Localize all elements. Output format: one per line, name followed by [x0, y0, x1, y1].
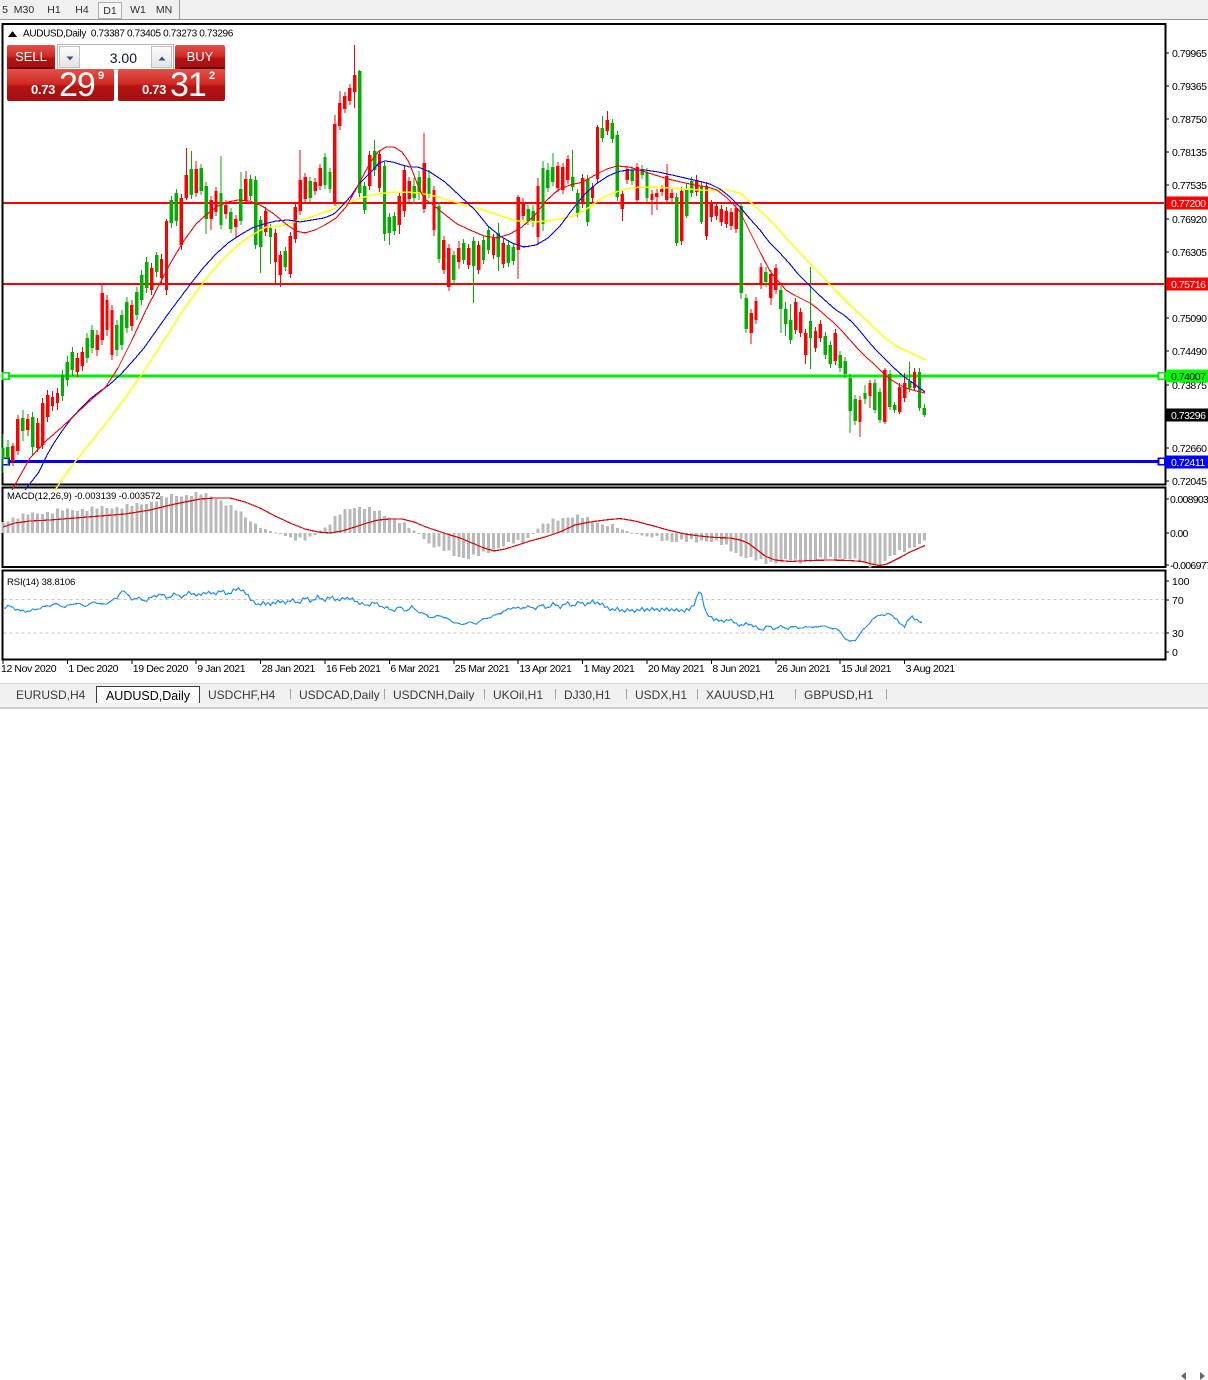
svg-text:16 Feb 2021: 16 Feb 2021	[326, 663, 381, 675]
svg-text:0.75090: 0.75090	[1172, 313, 1207, 325]
svg-text:0.75716: 0.75716	[1171, 279, 1206, 291]
svg-text:0.79965: 0.79965	[1172, 48, 1207, 60]
svg-text:RSI(14) 38.8106: RSI(14) 38.8106	[7, 577, 75, 588]
svg-text:1 Dec 2020: 1 Dec 2020	[68, 663, 118, 675]
svg-text:0.00: 0.00	[1170, 528, 1188, 540]
svg-text:13 Apr 2021: 13 Apr 2021	[519, 663, 572, 675]
svg-text:25 Mar 2021: 25 Mar 2021	[455, 663, 510, 675]
svg-text:0.77535: 0.77535	[1172, 180, 1207, 192]
svg-text:0.73296: 0.73296	[1171, 410, 1206, 422]
svg-text:100: 100	[1172, 576, 1190, 588]
svg-text:30: 30	[1172, 628, 1184, 640]
svg-text:0.77200: 0.77200	[1171, 198, 1206, 210]
svg-text:0.73875: 0.73875	[1172, 380, 1207, 392]
svg-text:0.76920: 0.76920	[1172, 214, 1207, 226]
svg-text:0.76305: 0.76305	[1172, 247, 1207, 259]
svg-text:70: 70	[1172, 595, 1184, 607]
svg-text:12 Nov 2020: 12 Nov 2020	[1, 663, 57, 675]
svg-text:6 Mar 2021: 6 Mar 2021	[390, 663, 440, 675]
svg-text:0.78750: 0.78750	[1172, 114, 1207, 126]
svg-text:0: 0	[1172, 647, 1178, 659]
svg-text:9 Jan 2021: 9 Jan 2021	[197, 663, 246, 675]
svg-text:15 Jul 2021: 15 Jul 2021	[841, 663, 891, 675]
svg-text:3 Aug 2021: 3 Aug 2021	[906, 663, 956, 675]
svg-text:8 Jun 2021: 8 Jun 2021	[712, 663, 761, 675]
svg-text:0.74007: 0.74007	[1171, 371, 1206, 383]
svg-text:0.79365: 0.79365	[1172, 81, 1207, 93]
svg-text:AUDUSD,Daily 0.73387 0.73405: AUDUSD,Daily 0.73387 0.73405 0.73273 0.7…	[23, 29, 234, 40]
svg-text:19 Dec 2020: 19 Dec 2020	[133, 663, 189, 675]
svg-text:20 May 2021: 20 May 2021	[648, 663, 705, 675]
svg-text:0.72660: 0.72660	[1172, 443, 1207, 455]
svg-text:0.78135: 0.78135	[1172, 147, 1207, 159]
svg-text:26 Jun 2021: 26 Jun 2021	[777, 663, 831, 675]
svg-text:0.74490: 0.74490	[1172, 346, 1207, 358]
svg-text:MACD(12,26,9) -0.003139 -0.003: MACD(12,26,9) -0.003139 -0.003572	[7, 491, 161, 502]
svg-text:0.72411: 0.72411	[1171, 457, 1205, 469]
svg-text:1 May 2021: 1 May 2021	[584, 663, 635, 675]
svg-text:0.008903: 0.008903	[1170, 494, 1208, 506]
svg-text:-0.006977: -0.006977	[1170, 560, 1208, 572]
svg-text:0.72045: 0.72045	[1172, 476, 1207, 488]
svg-text:28 Jan 2021: 28 Jan 2021	[262, 663, 316, 675]
